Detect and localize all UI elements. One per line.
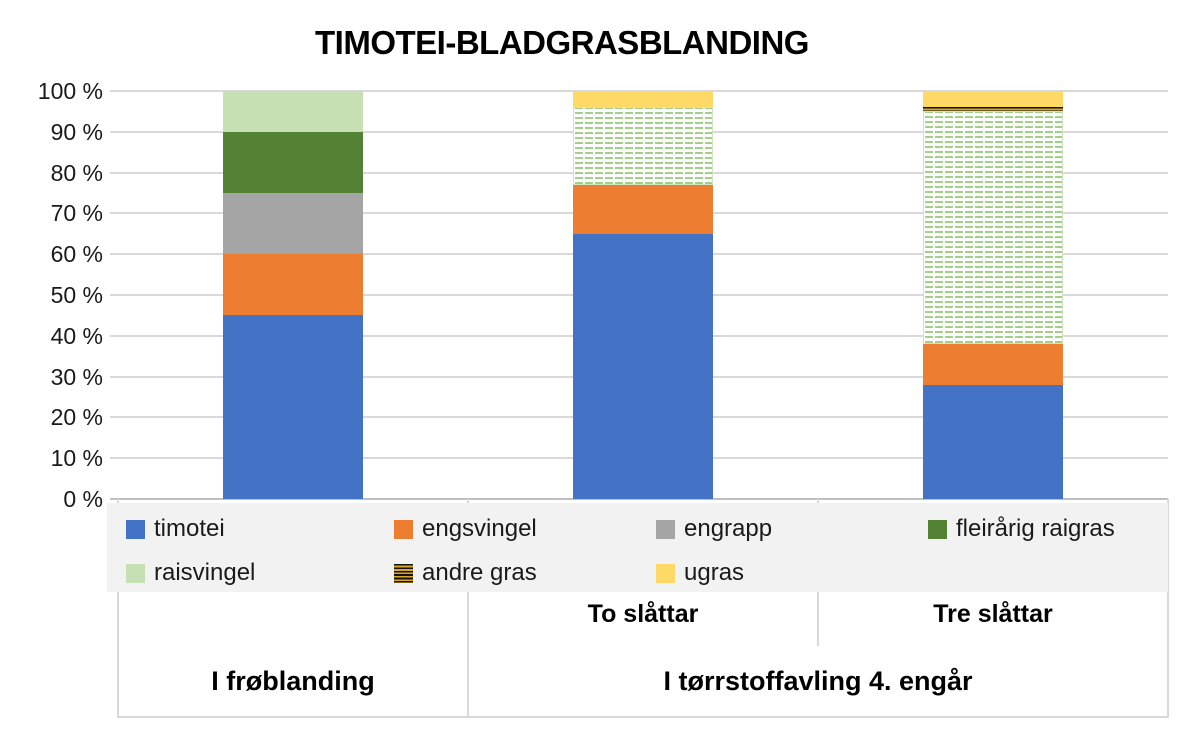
y-tick-label: 60 %	[50, 241, 103, 268]
category-axis-left-line	[117, 499, 119, 718]
legend-item-ugras[interactable]: ugras	[656, 558, 744, 588]
y-tick-label: 80 %	[50, 159, 103, 186]
legend-item-raisvingel[interactable]: raisvingel	[126, 558, 255, 588]
legend-label-timotei: timotei	[154, 515, 225, 542]
bar-segment-fleir-rig-raigras-i-fr-blanding[interactable]	[223, 131, 363, 193]
group-label-torrstoffavling: I tørrstoffavling 4. engår	[663, 666, 973, 696]
category-axis-right-line	[1167, 499, 1169, 718]
y-tick-label: 40 %	[50, 322, 103, 349]
y-tick-label: 50 %	[50, 282, 103, 308]
legend-label-andre-gras: andre gras	[422, 559, 537, 586]
legend-item-engsvingel[interactable]: engsvingel	[394, 514, 537, 544]
bar-segment-timotei-to-sl-ttar[interactable]	[573, 233, 713, 499]
bar-segment-engsvingel-to-sl-ttar[interactable]	[573, 184, 713, 234]
legend-swatch-engrapp-icon	[656, 519, 675, 539]
bar-segment-ugras-tre-sl-ttar[interactable]	[923, 91, 1063, 108]
legend-swatch-ugras-icon	[656, 563, 675, 583]
legend-swatch-timotei-icon	[126, 519, 145, 539]
y-tick-label: 100 %	[37, 78, 103, 104]
legend-swatch-fleir-rig-raigras-icon	[928, 519, 947, 539]
legend-item-engrapp[interactable]: engrapp	[656, 514, 772, 544]
y-tick-label: 90 %	[50, 118, 103, 145]
legend-item-timotei[interactable]: timotei	[126, 514, 225, 544]
bar-segment-timotei-i-fr-blanding[interactable]	[223, 315, 363, 499]
legend: timotei engsvingel engrapp fleirårig raigra…	[107, 503, 1168, 592]
bar-segment-raisvingel-i-fr-blanding[interactable]	[223, 91, 363, 132]
y-tick-label: 20 %	[50, 404, 103, 431]
legend-label-raisvingel: raisvingel	[154, 559, 256, 586]
bar-segment-raisvingel-to-sl-ttar[interactable]	[573, 107, 713, 185]
bar-segment-engsvingel-i-fr-blanding[interactable]	[223, 254, 363, 316]
bar-segment-ugras-to-sl-ttar[interactable]	[573, 91, 713, 108]
legend-label-fleir-rig-raigras: fleirårig raigras	[956, 515, 1115, 542]
chart-title: TIMOTEI-BLADGRASBLANDING	[315, 24, 809, 61]
bar-segment-engrapp-i-fr-blanding[interactable]	[223, 193, 363, 255]
legend-swatch-andre-gras-icon	[394, 563, 413, 583]
legend-item-fleir-rig-raigras[interactable]: fleirårig raigras	[928, 514, 1115, 544]
category-label-to-slattar: To slåttar	[587, 600, 699, 628]
bar-segment-engsvingel-tre-sl-ttar[interactable]	[923, 343, 1063, 385]
legend-item-andre-gras[interactable]: andre gras	[394, 558, 537, 588]
bar-segment-andre-gras-tre-sl-ttar[interactable]	[923, 107, 1063, 112]
legend-swatch-raisvingel-icon	[126, 563, 145, 583]
y-tick-label: 0 %	[63, 486, 103, 512]
y-tick-label: 10 %	[50, 445, 103, 472]
category-axis-bottom-line	[117, 716, 1169, 718]
bar-segment-timotei-tre-sl-ttar[interactable]	[923, 384, 1063, 499]
legend-label-engrapp: engrapp	[684, 515, 773, 542]
gridline-0%	[110, 498, 1168, 500]
legend-label-engsvingel: engsvingel	[422, 515, 537, 542]
y-tick-label: 30 %	[50, 363, 103, 390]
category-group-divider-line	[467, 499, 469, 718]
legend-swatch-engsvingel-icon	[394, 519, 413, 539]
group-label-froblanding: I frøblanding	[211, 666, 375, 696]
legend-label-ugras: ugras	[684, 559, 745, 586]
category-label-tre-slattar: Tre slåttar	[933, 600, 1053, 628]
bar-segment-raisvingel-tre-sl-ttar[interactable]	[923, 111, 1063, 344]
y-tick-label: 70 %	[50, 200, 103, 227]
